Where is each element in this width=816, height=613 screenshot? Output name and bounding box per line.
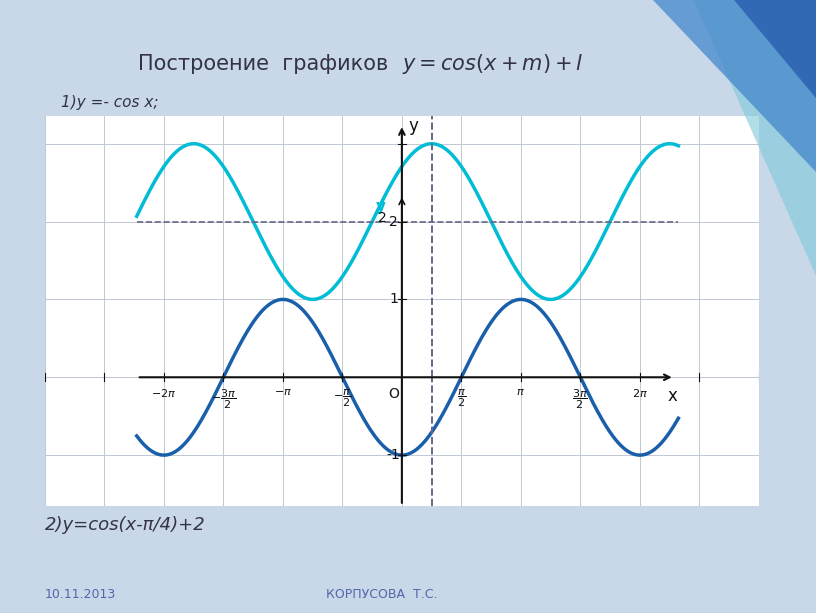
Text: O: O xyxy=(388,387,399,402)
Text: Построение  графиков: Построение графиков xyxy=(139,55,401,74)
Text: 2)y=cos(x-π/4)+2: 2)y=cos(x-π/4)+2 xyxy=(45,516,206,535)
Text: 10.11.2013: 10.11.2013 xyxy=(45,588,116,601)
Text: 1)y =- cos x;: 1)y =- cos x; xyxy=(61,95,158,110)
Text: y: y xyxy=(376,199,386,214)
Text: $\dfrac{\pi}{2}$: $\dfrac{\pi}{2}$ xyxy=(457,387,466,409)
Text: -1: -1 xyxy=(387,448,401,462)
Text: $-\pi$: $-\pi$ xyxy=(274,387,292,397)
Text: $-\dfrac{\pi}{2}$: $-\dfrac{\pi}{2}$ xyxy=(333,387,352,409)
Text: 1: 1 xyxy=(389,292,398,306)
Text: $2\pi$: $2\pi$ xyxy=(632,387,648,400)
Text: 2: 2 xyxy=(378,211,387,225)
Text: $-\dfrac{3\pi}{2}$: $-\dfrac{3\pi}{2}$ xyxy=(211,387,236,411)
Text: $\pi$: $\pi$ xyxy=(517,387,526,397)
Text: $\dfrac{3\pi}{2}$: $\dfrac{3\pi}{2}$ xyxy=(572,387,588,411)
Text: x: x xyxy=(667,387,677,405)
Text: $-2\pi$: $-2\pi$ xyxy=(151,387,176,400)
Text: $y = cos(x+m)+l$: $y = cos(x+m)+l$ xyxy=(401,52,583,77)
Text: 2: 2 xyxy=(389,215,398,229)
Text: КОРПУСОВА  Т.С.: КОРПУСОВА Т.С. xyxy=(326,588,438,601)
Text: y: y xyxy=(409,117,419,135)
